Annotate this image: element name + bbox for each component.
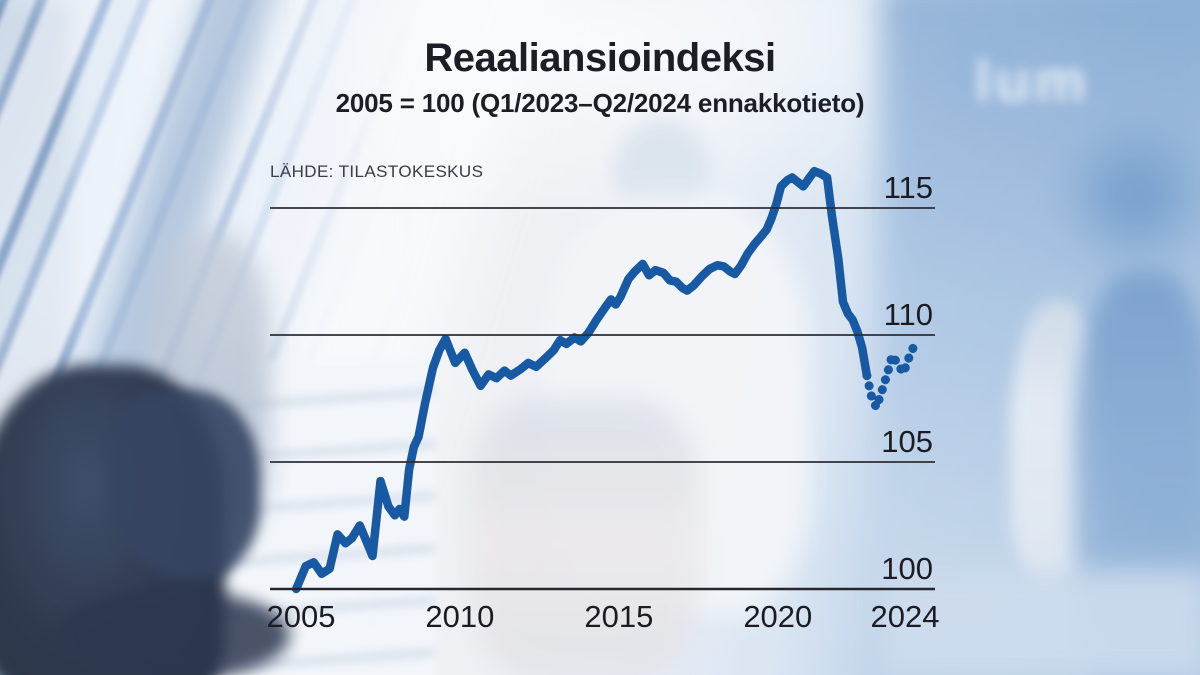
series-line-dotted [862,336,921,412]
y-tick-label-105: 105 [881,424,933,459]
x-tick-label-2024: 2024 [871,599,940,634]
source-label: LÄHDE: TILASTOKESKUS [270,162,484,181]
x-tick-label-2015: 2015 [584,599,653,634]
y-tick-label-100: 100 [881,551,933,586]
x-tick-label-2020: 2020 [743,599,812,634]
y-tick-label-110: 110 [884,297,933,332]
x-tick-label-2005: 2005 [267,599,336,634]
series-line-solid [291,166,872,594]
x-tick-label-2010: 2010 [425,599,494,634]
page-subtitle: 2005 = 100 (Q1/2023–Q2/2024 ennakkotieto… [335,88,865,118]
page-title: Reaaliansioindeksi [424,36,776,80]
y-tick-label-115: 115 [884,170,933,205]
